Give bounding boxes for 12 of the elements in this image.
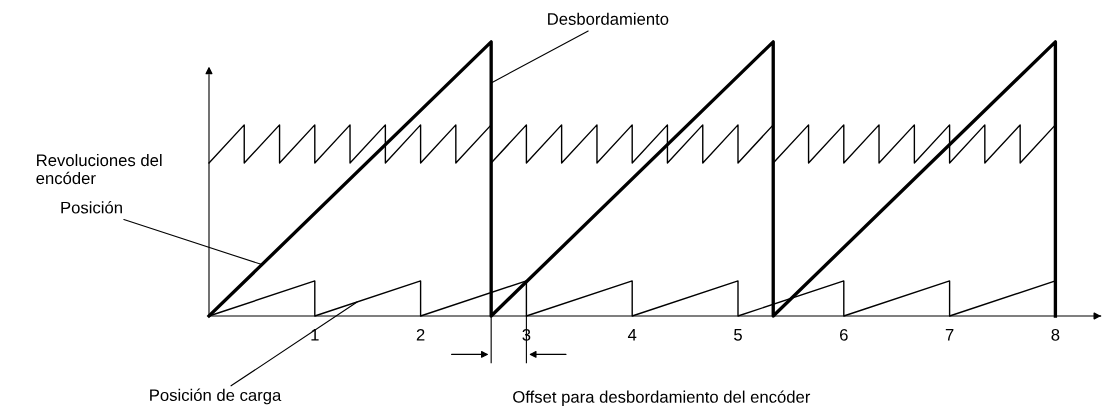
annotation: Posición: [61, 201, 122, 214]
x-tick-label: 4: [627, 329, 637, 341]
x-tick-label: 8: [1051, 328, 1060, 341]
text: Revoluciones del encóder: [36, 153, 162, 185]
x-tick-label: 6: [840, 328, 848, 341]
x-tick-label: 2: [416, 328, 425, 341]
x-tick-label: 1: [311, 329, 319, 341]
annotation: Posición de carga: [150, 388, 282, 405]
x-tick-label: 5: [734, 329, 742, 341]
text: Offset para desbordamiento del encóder: [513, 390, 811, 407]
annotation: Desbordamiento: [548, 12, 669, 25]
x-tick-label: 7: [945, 329, 954, 341]
